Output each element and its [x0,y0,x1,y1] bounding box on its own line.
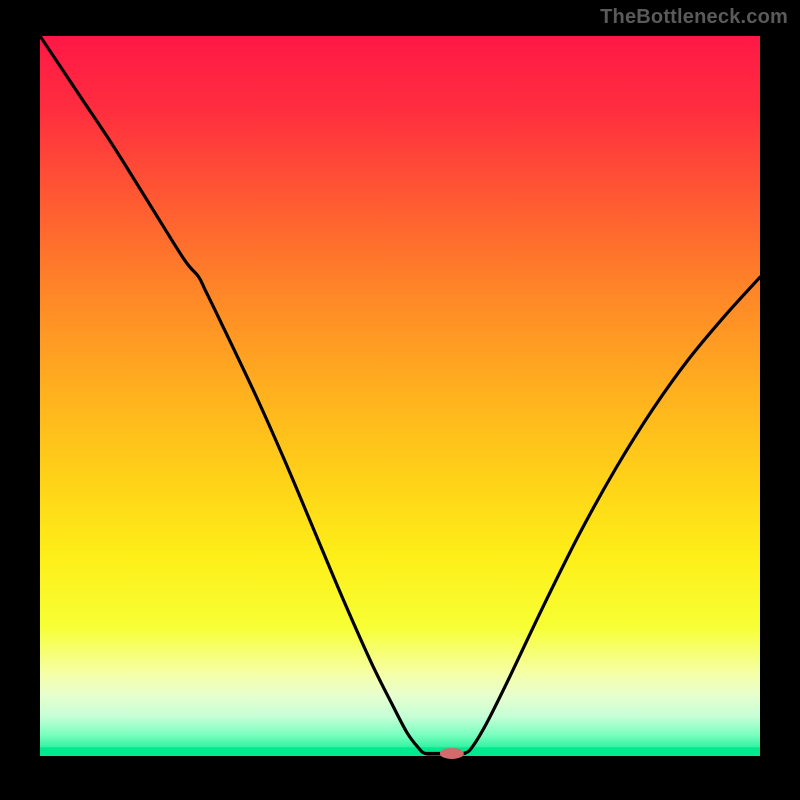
optimal-marker [440,748,464,759]
watermark-text: TheBottleneck.com [600,6,788,29]
gradient-background [40,36,760,756]
bottleneck-chart [0,0,800,800]
chart-stage: TheBottleneck.com [0,0,800,800]
bottom-band [40,747,760,756]
